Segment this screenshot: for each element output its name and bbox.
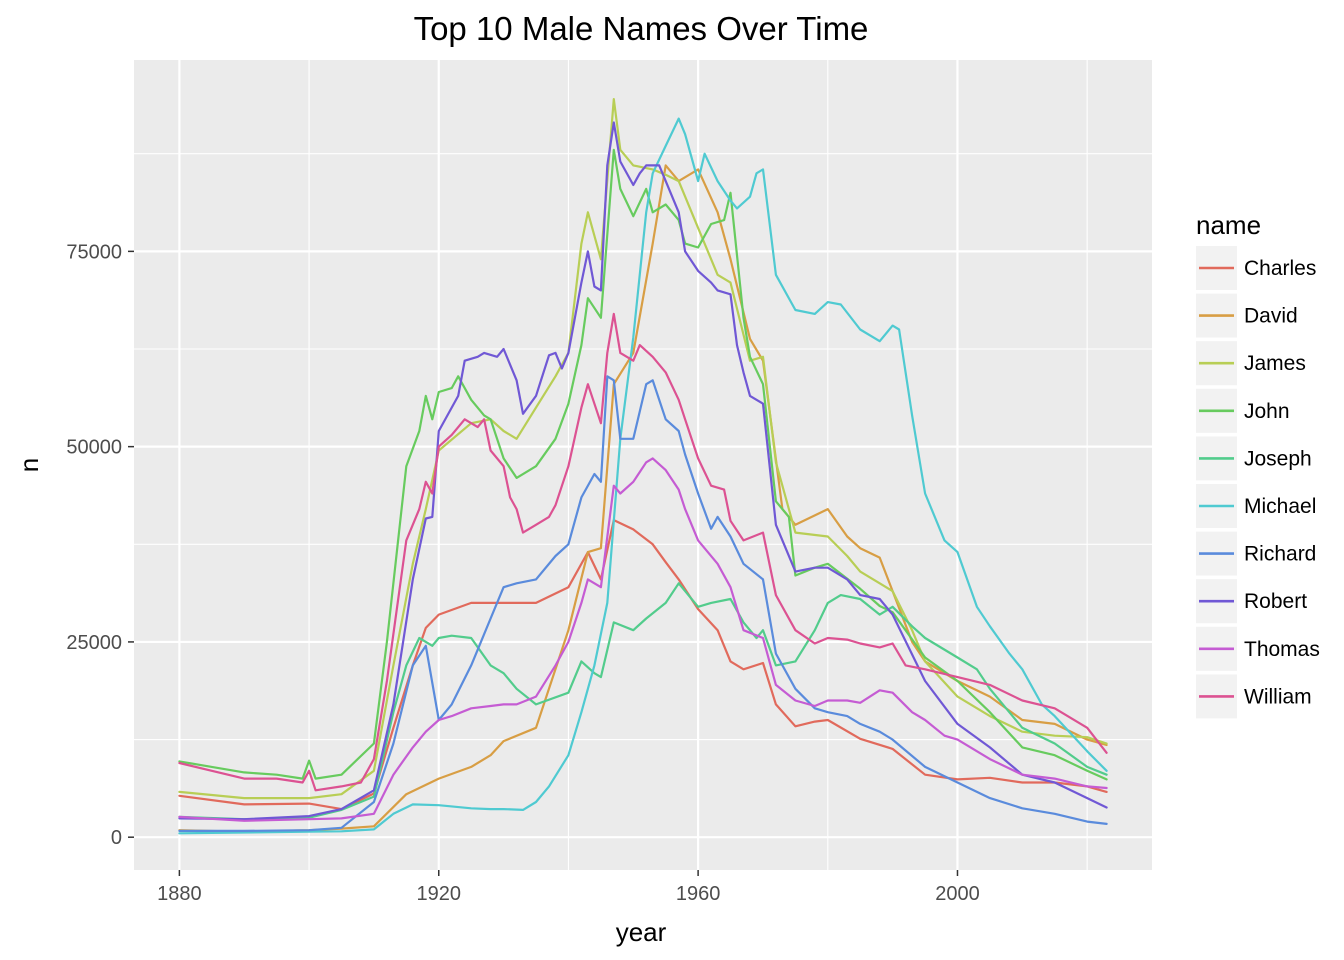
legend-label: Robert [1244, 590, 1307, 613]
series-line-richard [178, 375, 1108, 832]
legend-label: Joseph [1244, 447, 1312, 470]
legend-label: David [1244, 305, 1298, 328]
legend-item-james: James [1196, 341, 1306, 386]
legend-item-michael: Michael [1196, 484, 1316, 528]
series-line-thomas [178, 457, 1108, 822]
legend: name Charles David James John Joseph Michael R… [1196, 210, 1320, 719]
legend-item-john: John [1196, 388, 1290, 433]
grid-major [134, 60, 1152, 870]
y-tick-label: 0 [111, 827, 122, 849]
x-tick-label: 1960 [676, 883, 721, 905]
legend-item-richard: Richard [1196, 531, 1316, 576]
series-layer [178, 98, 1108, 835]
legend-label: William [1244, 685, 1312, 708]
legend-item-william: William [1196, 674, 1312, 719]
series-line-michael [178, 117, 1108, 835]
legend-item-charles: Charles [1196, 246, 1316, 290]
series-line-charles [178, 519, 1108, 811]
series-line-david [178, 164, 1108, 833]
legend-label: John [1244, 400, 1290, 423]
legend-label: Thomas [1244, 638, 1320, 661]
legend-label: Michael [1244, 495, 1316, 518]
x-tick-label: 2000 [935, 883, 980, 905]
series-line-robert [178, 121, 1108, 821]
legend-item-thomas: Thomas [1196, 626, 1320, 671]
y-tick-label: 50000 [66, 437, 122, 459]
x-axis: 1880 1920 1960 2000 [157, 870, 980, 905]
legend-item-robert: Robert [1196, 579, 1307, 624]
x-tick-label: 1920 [417, 883, 462, 905]
legend-item-david: David [1196, 293, 1298, 338]
legend-title: name [1196, 210, 1261, 240]
legend-label: James [1244, 352, 1306, 375]
plot-panel [134, 60, 1152, 870]
legend-label: Richard [1244, 543, 1316, 566]
legend-item-joseph: Joseph [1196, 436, 1312, 481]
series-line-joseph [178, 582, 1108, 821]
y-tick-label: 75000 [66, 241, 122, 263]
series-line-william [178, 312, 1108, 792]
x-tick-label: 1880 [157, 883, 202, 905]
chart-title: Top 10 Male Names Over Time [414, 10, 869, 47]
legend-label: Charles [1244, 257, 1316, 280]
y-axis-title: n [14, 458, 44, 472]
x-axis-title: year [616, 917, 667, 947]
y-axis: 0 25000 50000 75000 [66, 241, 134, 849]
y-tick-label: 25000 [66, 632, 122, 654]
